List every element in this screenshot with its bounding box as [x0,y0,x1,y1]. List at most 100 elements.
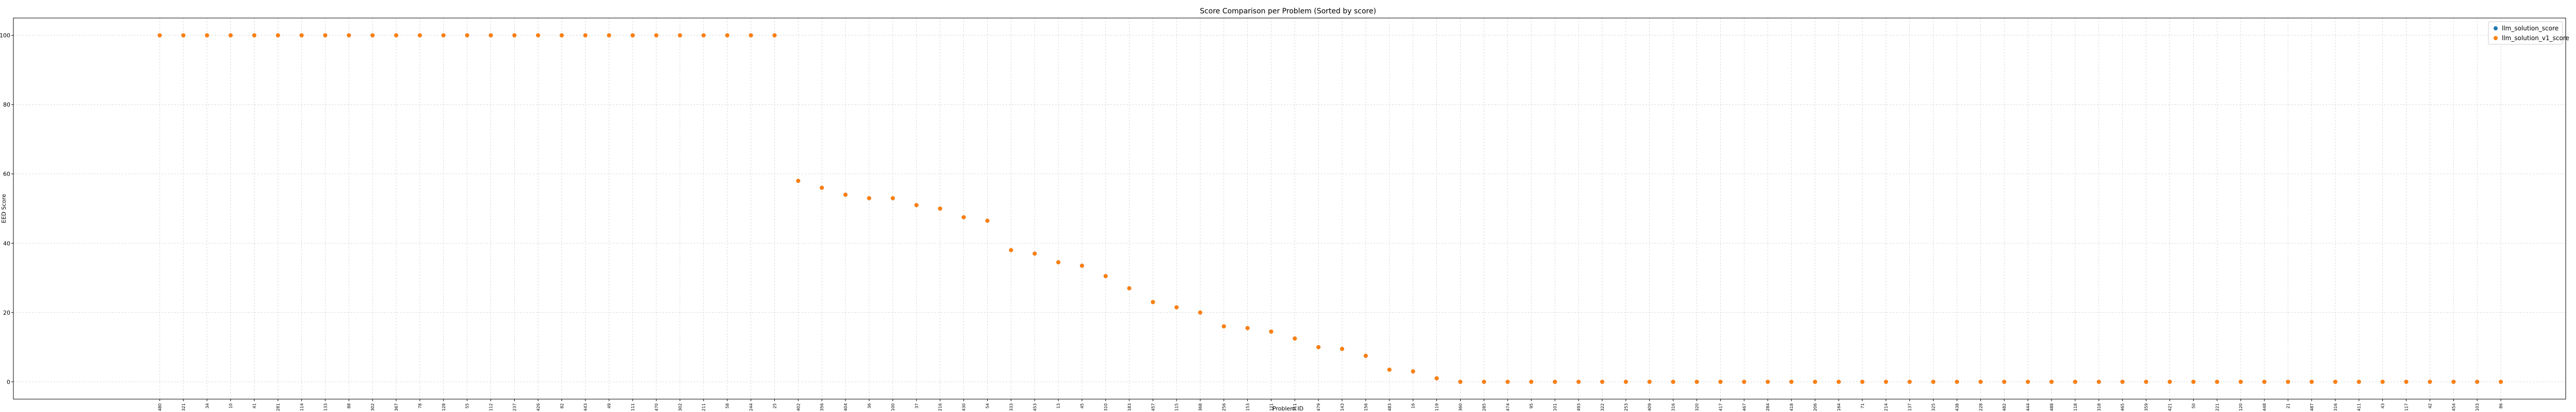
point-llm-solution-v1-score [2049,380,2054,384]
x-tick-label: 143 [1340,403,1345,411]
x-tick-label: 21 [2286,403,2291,408]
x-tick-label: 316 [2333,403,2338,411]
x-tick-label: 118 [2073,403,2078,411]
point-llm-solution-v1-score [1884,380,1888,384]
x-tick-label: 320 [1695,403,1700,411]
x-tick-label: 402 [796,403,801,411]
y-tick-label: 100 [0,32,10,39]
x-tick-label: 457 [1151,403,1156,411]
point-llm-solution-v1-score [1363,353,1368,358]
point-llm-solution-v1-score [1600,380,1604,384]
x-tick-label: 359 [2144,403,2149,411]
y-tick-label: 0 [7,379,10,385]
point-llm-solution-v1-score [867,196,871,200]
point-llm-solution-v1-score [560,33,564,38]
point-llm-solution-v1-score [1907,380,1912,384]
point-llm-solution-v1-score [2191,380,2196,384]
x-tick-label: 95 [1529,403,1534,408]
x-tick-label: 409 [1648,403,1652,411]
point-llm-solution-v1-score [1553,380,1557,384]
point-llm-solution-v1-score [2026,380,2030,384]
x-tick-label: 43 [2381,403,2385,408]
x-tick-label: 325 [1931,403,1936,411]
point-llm-solution-v1-score [1647,380,1652,384]
legend-marker-llm-solution-v1-score [2494,36,2498,40]
x-tick-label: 42 [2428,403,2432,408]
x-tick-label: 322 [1600,403,1605,411]
point-llm-solution-v1-score [323,33,328,38]
point-llm-solution-v1-score [631,33,635,38]
x-tick-label: 58 [725,403,730,408]
x-tick-label: 10 [229,403,233,408]
x-tick-label: 444 [2026,403,2030,411]
x-tick-label: 493 [1577,403,1581,411]
y-axis-label: EED Score [1,194,7,223]
x-tick-label: 71 [1860,403,1865,408]
point-llm-solution-v1-score [205,33,209,38]
x-tick-label: 78 [418,403,422,408]
point-llm-solution-v1-score [1860,380,1865,384]
point-llm-solution-v1-score [1127,286,1131,290]
point-llm-solution-v1-score [1529,380,1534,384]
x-tick-label: 367 [394,403,399,411]
point-llm-solution-v1-score [820,185,824,190]
point-llm-solution-v1-score [2002,380,2007,384]
x-tick-label: 321 [181,403,186,411]
x-tick-label: 41 [252,403,257,408]
y-axis-ticks: 0 20 40 60 80 100 [0,32,13,385]
point-llm-solution-v1-score [181,33,185,38]
x-tick-label: 426 [536,403,540,411]
x-tick-label: 443 [583,403,588,411]
x-tick-label: 111 [631,403,635,411]
point-llm-solution-v1-score [1009,248,1013,252]
point-llm-solution-v1-score [796,179,801,183]
point-llm-solution-v1-score [2096,380,2101,384]
x-tick-label: 281 [276,403,281,411]
point-llm-solution-v1-score [2333,380,2337,384]
x-tick-label: 302 [678,403,683,411]
legend-label-llm-solution-v1-score: llm_solution_v1_score [2502,35,2569,42]
point-llm-solution-v1-score [2239,380,2243,384]
x-tick-label: 45 [1080,403,1084,408]
data-points [158,33,2503,384]
x-tick-label: 112 [489,403,494,411]
x-tick-label: 86 [2499,403,2503,408]
point-llm-solution-v1-score [1269,329,1274,334]
point-llm-solution-v1-score [488,33,493,38]
point-llm-solution-v1-score [370,33,375,38]
x-tick-label: 482 [2002,403,2007,411]
x-tick-label: 253 [1624,403,1629,411]
x-axis-label: Problem ID [1273,405,1303,412]
x-tick-label: 228 [1978,403,1983,411]
point-llm-solution-v1-score [938,207,942,211]
x-tick-label: 453 [1032,403,1037,411]
point-llm-solution-v1-score [536,33,540,38]
point-llm-solution-v1-score [158,33,162,38]
x-tick-label: 487 [2310,403,2314,411]
point-llm-solution-v1-score [749,33,753,38]
grid-lines [13,18,2566,399]
x-tick-label: 479 [1316,403,1321,411]
x-tick-label: 256 [1222,403,1227,411]
x-tick-label: 318 [2097,403,2102,411]
x-tick-label: 417 [1718,403,1723,411]
point-llm-solution-v1-score [2428,380,2432,384]
x-tick-label: 470 [654,403,659,411]
x-tick-label: 50 [2191,403,2196,408]
x-tick-label: 474 [1505,403,1510,411]
x-tick-label: 36 [867,403,872,408]
point-llm-solution-v1-score [1340,347,1344,351]
x-tick-label: 284 [1766,403,1770,411]
point-llm-solution-v1-score [2144,380,2148,384]
x-tick-label: 100 [891,403,895,411]
point-llm-solution-v1-score [1813,380,1817,384]
x-tick-label: 356 [820,403,824,411]
point-llm-solution-v1-score [1032,251,1037,256]
y-tick-label: 80 [3,101,10,108]
x-tick-label: 103 [2475,403,2480,411]
x-tick-label: 25 [772,403,777,408]
x-tick-label: 55 [465,403,470,408]
x-tick-label: 37 [914,403,919,408]
